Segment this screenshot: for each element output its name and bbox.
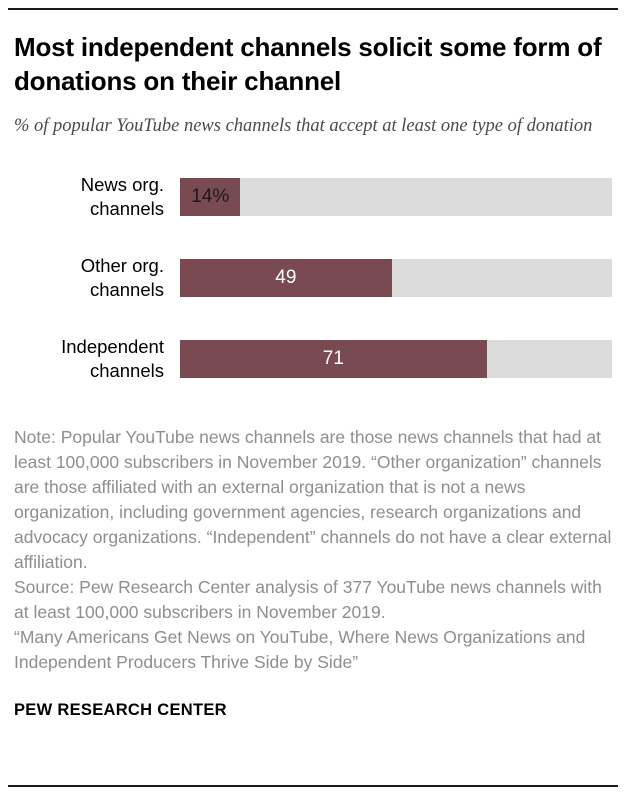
bar-fill: 49 bbox=[180, 259, 392, 298]
bottom-rule bbox=[8, 785, 618, 787]
bar-fill: 14% bbox=[180, 177, 241, 216]
bar-track: 49 bbox=[180, 259, 612, 298]
category-label: Other org. channels bbox=[80, 254, 164, 301]
chart-title: Most independent channels solicit some f… bbox=[14, 32, 602, 97]
top-rule bbox=[8, 8, 618, 10]
bar-fill: 71 bbox=[180, 340, 487, 379]
footer-brand: PEW RESEARCH CENTER bbox=[14, 701, 227, 720]
note-block: Note: Popular YouTube news channels are … bbox=[14, 425, 612, 675]
bar-chart: News org. channels 14% Other org. channe… bbox=[14, 173, 612, 383]
category-label: Independent channels bbox=[61, 336, 164, 382]
value-label: 14% bbox=[191, 185, 230, 207]
value-label: 49 bbox=[275, 267, 297, 289]
category-label: News org. channels bbox=[80, 173, 164, 219]
bar-track: 71 bbox=[180, 340, 612, 379]
source-text: Source: Pew Research Center analysis of … bbox=[14, 577, 602, 623]
bar-row: Other org. channels 49 bbox=[14, 254, 612, 302]
bar-track: 14% bbox=[180, 177, 612, 216]
note-text: Note: Popular YouTube news channels are … bbox=[14, 427, 612, 573]
bar-row: Independent channels 71 bbox=[14, 335, 612, 383]
bar-row: News org. channels 14% bbox=[14, 173, 612, 221]
value-label: 71 bbox=[322, 348, 344, 370]
report-title-text: “Many Americans Get News on YouTube, Whe… bbox=[14, 627, 586, 673]
chart-subtitle: % of popular YouTube news channels that … bbox=[14, 115, 593, 136]
